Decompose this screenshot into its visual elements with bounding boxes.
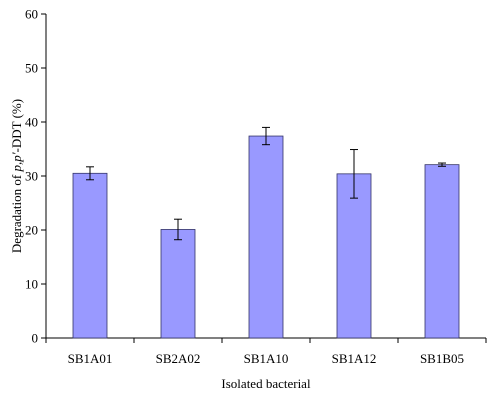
bars bbox=[72, 135, 460, 339]
y-tick-label: 0 bbox=[32, 331, 39, 346]
bar bbox=[72, 172, 108, 339]
y-axis-label-part: p,p' bbox=[9, 152, 24, 172]
y-axis-label: Degradation of p,p'-DDT (%) bbox=[9, 99, 24, 253]
y-axis: 0 10 20 30 40 50 60 bbox=[25, 7, 47, 346]
y-tick-label: 20 bbox=[25, 223, 38, 238]
y-axis-label-part: Degradation of bbox=[9, 172, 24, 254]
y-axis-label-part: -DDT (%) bbox=[9, 99, 24, 153]
x-tick-label: SB1A10 bbox=[244, 351, 289, 366]
bar bbox=[248, 135, 284, 339]
y-tick-label: 60 bbox=[25, 7, 38, 22]
y-tick-label: 10 bbox=[25, 277, 38, 292]
x-tick-label: SB2A02 bbox=[156, 351, 201, 366]
y-tick-label: 50 bbox=[25, 61, 38, 76]
x-tick-label: SB1B05 bbox=[420, 351, 464, 366]
x-axis: SB1A01 SB2A02 SB1A10 SB1A12 SB1B05 bbox=[45, 337, 487, 366]
y-tick-label: 30 bbox=[25, 169, 38, 184]
x-tick-label: SB1A12 bbox=[332, 351, 377, 366]
error-bars bbox=[86, 126, 446, 241]
x-tick-label: SB1A01 bbox=[68, 351, 113, 366]
bar bbox=[160, 229, 196, 339]
bar bbox=[424, 164, 460, 339]
y-tick-label: 40 bbox=[25, 115, 38, 130]
x-axis-label: Isolated bacterial bbox=[221, 376, 311, 391]
bar bbox=[336, 173, 372, 339]
